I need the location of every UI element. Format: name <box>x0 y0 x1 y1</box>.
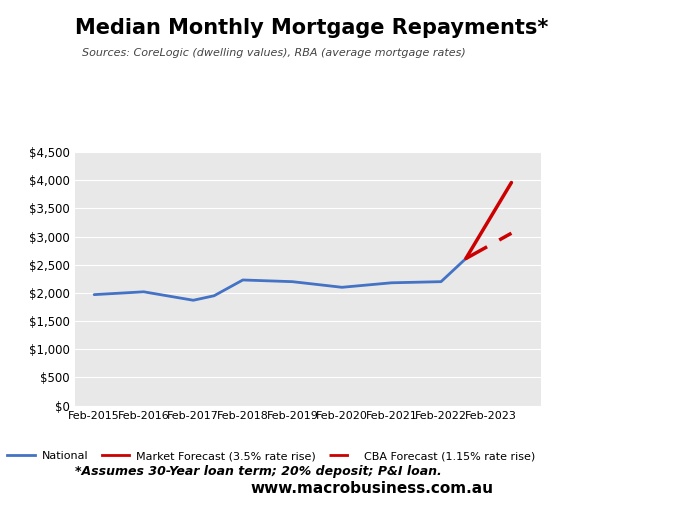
Text: Median Monthly Mortgage Repayments*: Median Monthly Mortgage Repayments* <box>75 18 549 38</box>
Text: Sources: CoreLogic (dwelling values), RBA (average mortgage rates): Sources: CoreLogic (dwelling values), RB… <box>75 48 466 58</box>
Text: *Assumes 30-Year loan term; 20% deposit; P&I loan.: *Assumes 30-Year loan term; 20% deposit;… <box>75 465 442 479</box>
Text: www.macrobusiness.com.au: www.macrobusiness.com.au <box>250 481 493 496</box>
Text: BUSINESS: BUSINESS <box>572 51 664 69</box>
Text: MACRO: MACRO <box>584 23 653 42</box>
Legend: National, Market Forecast (3.5% rate rise), CBA Forecast (1.15% rate rise): National, Market Forecast (3.5% rate ris… <box>3 447 539 465</box>
